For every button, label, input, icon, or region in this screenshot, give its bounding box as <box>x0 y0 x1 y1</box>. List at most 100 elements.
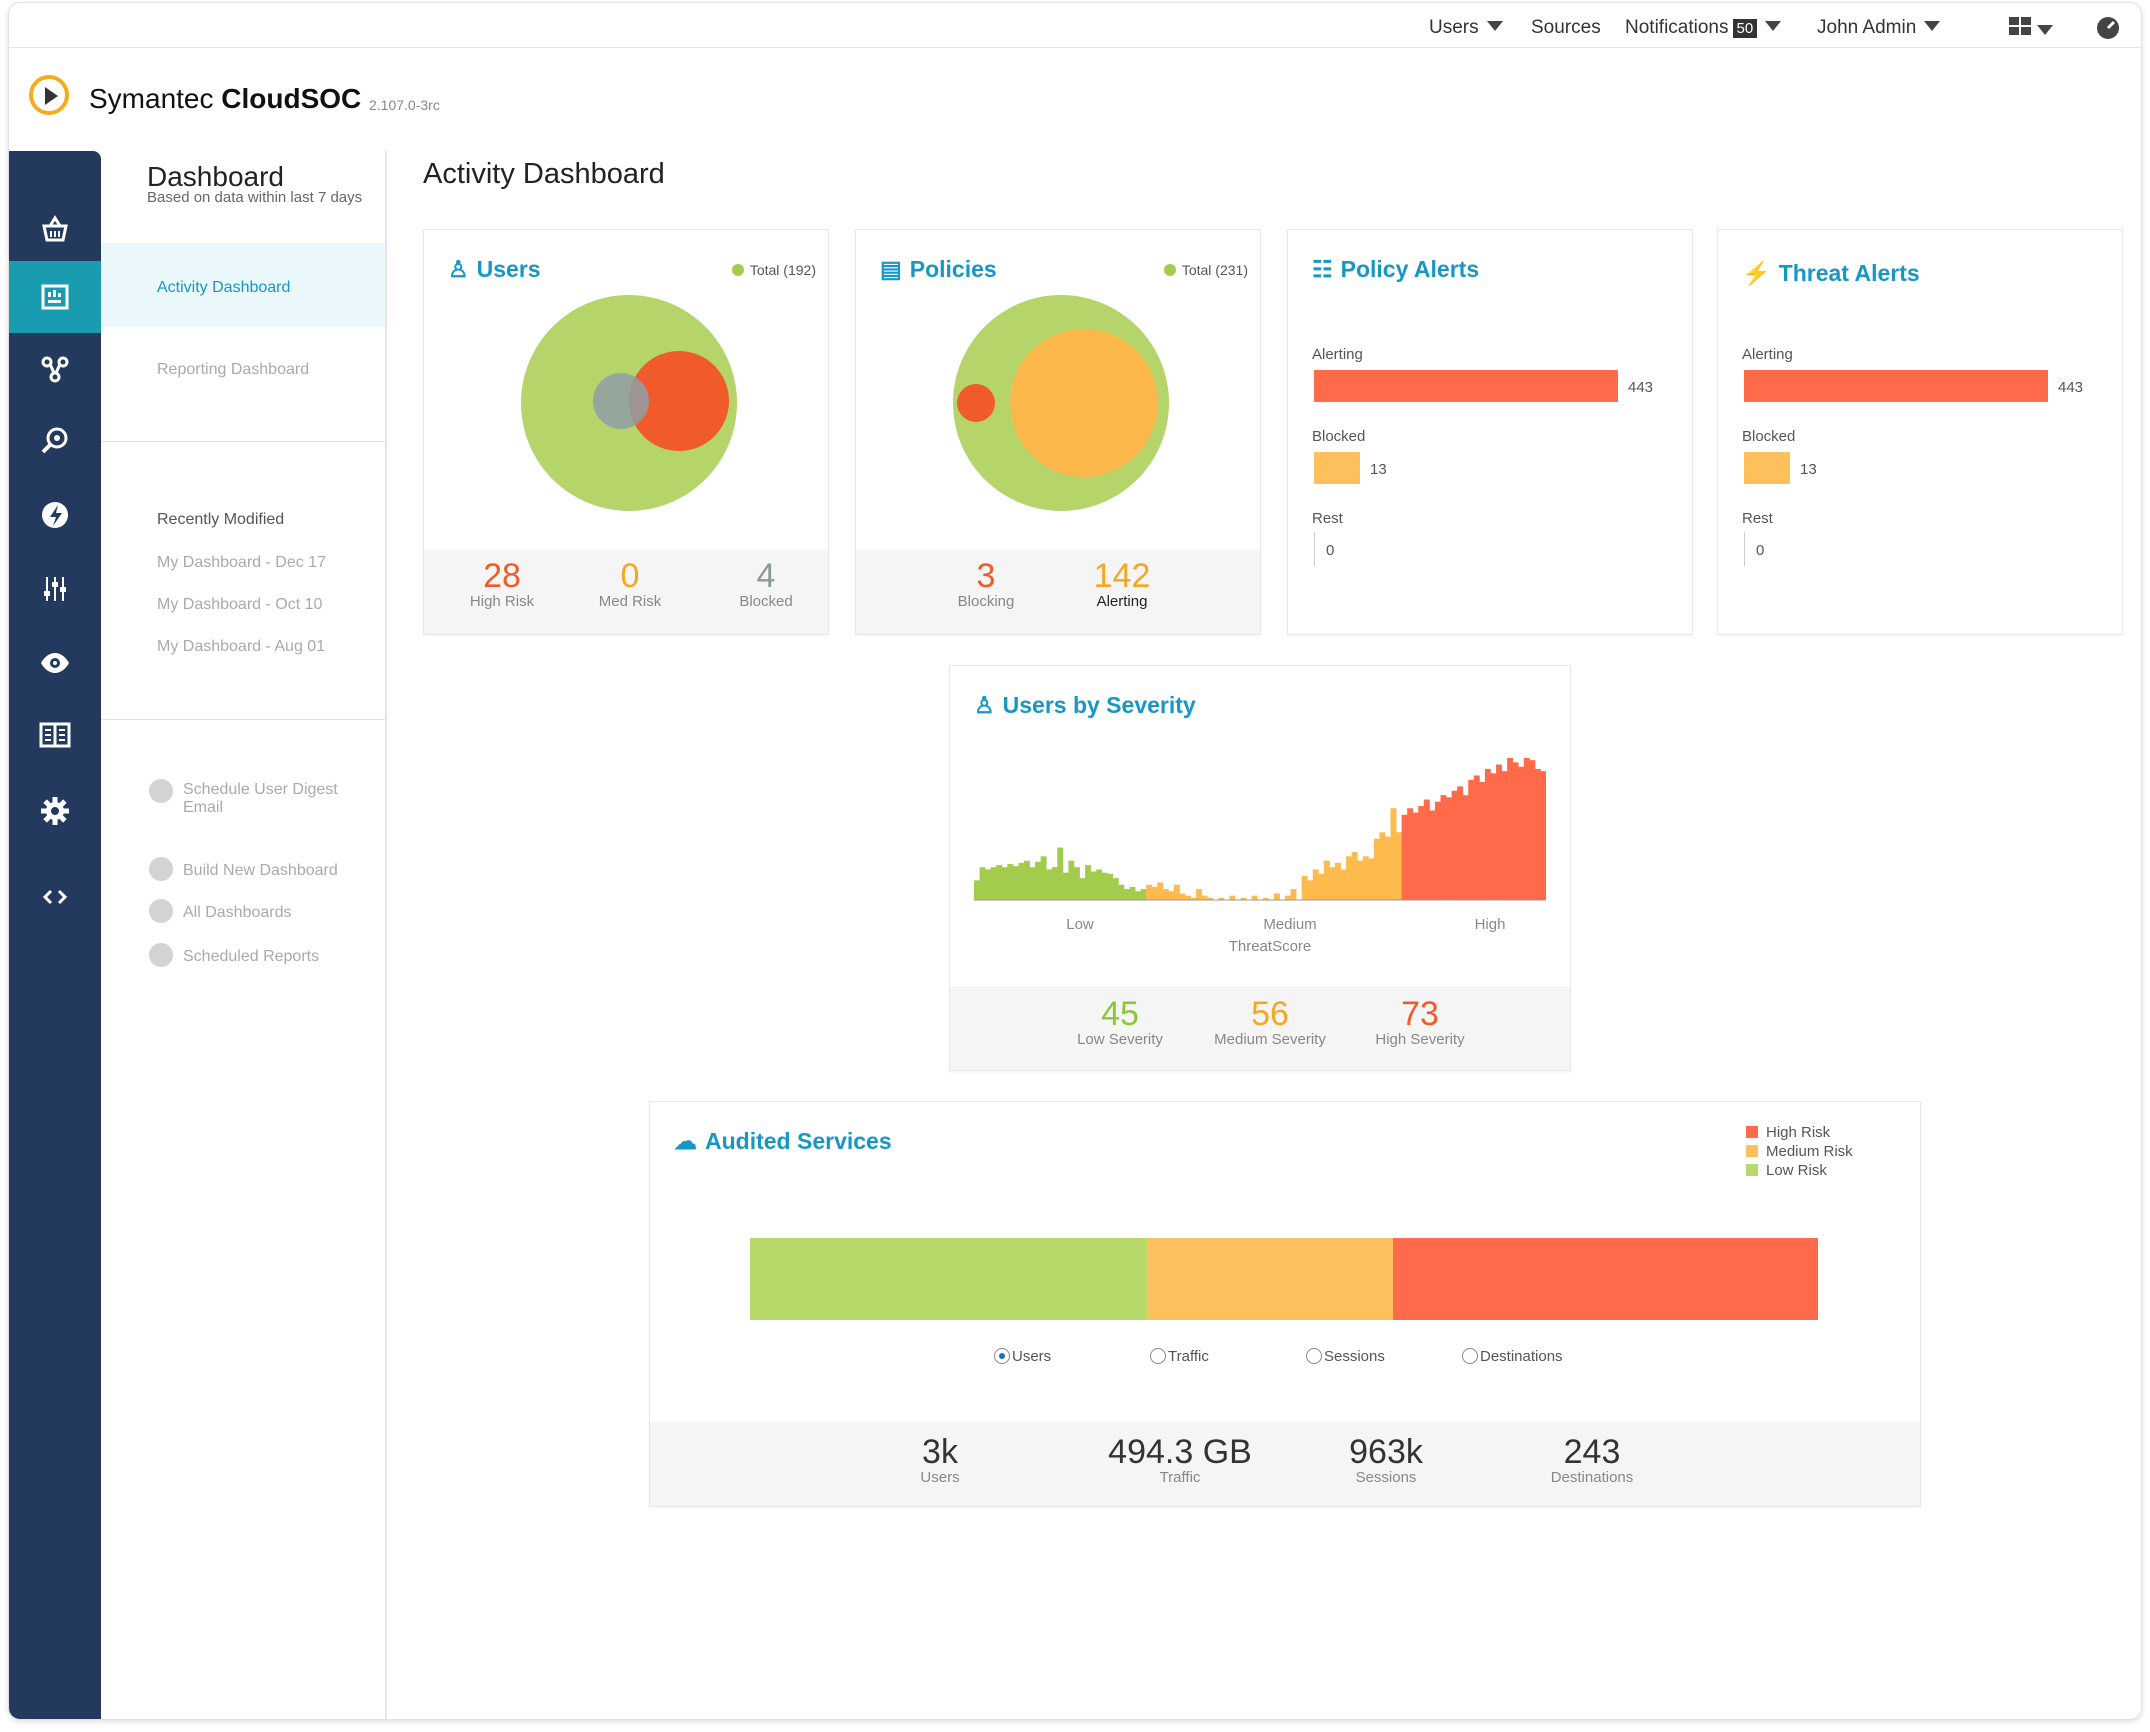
sidebar-dashboard-icon[interactable] <box>9 261 101 333</box>
legend-swatch <box>1746 1126 1758 1138</box>
grid-icon <box>2009 17 2031 35</box>
sources-link[interactable]: Sources <box>1531 17 1601 39</box>
sidebar-threats-icon[interactable] <box>9 479 101 551</box>
bar-label: Rest <box>1312 510 1343 527</box>
stat-value: 45 <box>1101 995 1139 1033</box>
stat-value: 963k <box>1349 1433 1423 1471</box>
build-dashboard-label: Build New Dashboard <box>183 862 338 879</box>
audited-title: ☁ Audited Services <box>674 1128 892 1155</box>
histogram-bar <box>1368 858 1375 900</box>
notifications-menu[interactable]: Notifications 50 <box>1625 17 1782 39</box>
users-title-label: Users <box>476 256 541 282</box>
sidebar-connectors-icon[interactable] <box>9 333 101 405</box>
legend-label: High Risk <box>1766 1124 1831 1141</box>
histogram-bar <box>1229 895 1236 900</box>
users-stat: 3k Users <box>860 1434 1020 1486</box>
legend-swatch <box>1746 1145 1758 1157</box>
histogram-bar <box>1384 836 1391 900</box>
sidebar-investigate-icon[interactable] <box>9 405 101 477</box>
radio-button[interactable] <box>994 1348 1010 1364</box>
histogram-bar <box>1118 884 1125 900</box>
sidebar-collapse-icon[interactable] <box>9 861 101 933</box>
build-dashboard-button[interactable]: Build New Dashboard <box>149 857 338 881</box>
histogram-bar <box>996 865 1003 900</box>
histogram-bar <box>1529 760 1536 900</box>
sidebar-store-icon[interactable] <box>9 193 101 265</box>
apps-menu[interactable] <box>2009 15 2053 43</box>
rest-bar <box>1744 532 1745 566</box>
users-card-title: ♙ Users <box>448 256 541 283</box>
histogram-bar <box>1318 873 1325 900</box>
scheduled-reports-button[interactable]: Scheduled Reports <box>149 943 319 967</box>
histogram-bar <box>1068 860 1075 900</box>
policies-card-title: ▤ Policies <box>880 256 997 283</box>
sidebar-settings-icon[interactable] <box>9 775 101 847</box>
audited-services-card[interactable]: ☁ Audited Services High Risk Medium Risk … <box>649 1101 1921 1507</box>
policy-alerts-title: ☷ Policy Alerts <box>1312 256 1479 283</box>
nav-item-reporting-dashboard[interactable]: Reporting Dashboard <box>157 361 310 378</box>
radio-destinations[interactable]: Destinations <box>1462 1348 1563 1365</box>
user-menu[interactable]: John Admin <box>1817 17 1941 39</box>
histogram-bar <box>1323 860 1330 900</box>
icon-sidebar <box>9 151 101 1719</box>
histogram-bar <box>1473 775 1480 900</box>
users-by-severity-card[interactable]: ♙ Users by Severity Low Medium High Threa… <box>949 665 1571 1071</box>
threat-alerts-title-label: Threat Alerts <box>1778 260 1920 286</box>
severity-histogram <box>974 758 1546 901</box>
bar-label: Alerting <box>1742 346 1793 363</box>
nav-item-activity-dashboard[interactable] <box>101 243 385 327</box>
chevron-down-icon <box>2037 25 2053 35</box>
schedule-digest-label: Schedule User Digest Email <box>183 781 338 816</box>
histogram-bar <box>1090 871 1097 900</box>
audited-stats: 3k Users 494.3 GB Traffic 963k Sessions 243… <box>650 1422 1920 1506</box>
user-alert-icon: ♙ <box>974 692 995 718</box>
policy-alerts-card[interactable]: ☷ Policy Alerts Alerting 443 Blocked 13 R… <box>1287 229 1693 635</box>
audited-title-label: Audited Services <box>705 1128 892 1154</box>
speed-icon[interactable] <box>2095 15 2121 45</box>
chevron-down-icon <box>1486 21 1503 31</box>
radio-button[interactable] <box>1306 1348 1322 1364</box>
blocked-bar <box>1744 452 1790 484</box>
histogram-bar <box>1496 764 1502 900</box>
histogram-bar <box>1273 893 1280 900</box>
bar-value: 13 <box>1800 461 1817 478</box>
symantec-logo-icon <box>29 75 69 115</box>
alerting-bar <box>1314 370 1618 402</box>
policies-total-label: Total (231) <box>1181 262 1248 278</box>
all-dashboards-button[interactable]: All Dashboards <box>149 899 292 923</box>
legend-high-risk: High Risk <box>1746 1124 1830 1141</box>
users-menu[interactable]: Users <box>1429 17 1503 39</box>
policies-title-label: Policies <box>909 256 997 282</box>
app-version: 2.107.0-3rc <box>369 97 440 113</box>
recent-dashboard-link[interactable]: My Dashboard - Oct 10 <box>157 596 323 613</box>
radio-sessions[interactable]: Sessions <box>1306 1348 1385 1365</box>
radio-button[interactable] <box>1150 1348 1166 1364</box>
sidebar-eye-icon[interactable] <box>9 627 101 699</box>
sidebar-policies-icon[interactable] <box>9 553 101 625</box>
nav-item-activity-dashboard-label[interactable]: Activity Dashboard <box>157 279 291 296</box>
radio-users[interactable]: Users <box>994 1348 1051 1365</box>
radio-traffic[interactable]: Traffic <box>1150 1348 1209 1365</box>
recent-dashboard-link[interactable]: My Dashboard - Aug 01 <box>157 638 326 655</box>
schedule-digest-button[interactable]: Schedule User Digest Email <box>149 779 379 817</box>
chevron-down-icon <box>1924 21 1941 31</box>
histogram-bar <box>1490 773 1497 900</box>
sidebar-reports-icon[interactable] <box>9 699 101 771</box>
low-severity-stat: 45 Low Severity <box>1050 996 1190 1048</box>
users-card[interactable]: ♙ Users Total (192) 28 High Risk 0 Med Risk… <box>423 229 829 635</box>
histogram-bar <box>1479 782 1486 900</box>
histogram-bar <box>1135 891 1141 900</box>
panel-subtitle: Based on data within last 7 days <box>147 189 363 206</box>
stat-label: Users <box>920 1469 960 1486</box>
histogram-bar <box>1062 872 1069 900</box>
histogram-bar <box>1040 856 1047 900</box>
legend-label: Low Risk <box>1766 1162 1827 1179</box>
x-tick-label: High <box>1474 916 1506 933</box>
stat-label: Sessions <box>1355 1469 1417 1486</box>
radio-button[interactable] <box>1462 1348 1478 1364</box>
threat-alerts-card[interactable]: ⚡ Threat Alerts Alerting 443 Blocked 13 R… <box>1717 229 2123 635</box>
stat-value: 142 <box>1093 557 1151 595</box>
histogram-bar <box>1484 768 1491 900</box>
policies-card[interactable]: ▤ Policies Total (231) 3 Blocking 142 Alert… <box>855 229 1261 635</box>
recent-dashboard-link[interactable]: My Dashboard - Dec 17 <box>157 554 326 571</box>
